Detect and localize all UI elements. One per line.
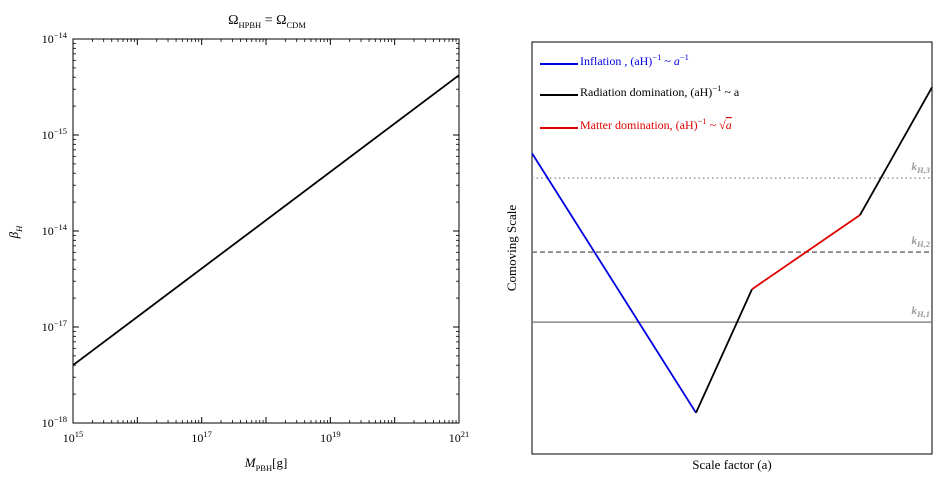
left-y-ticks: 10−14 10−15 10−14 10−17 10−18 <box>42 30 459 430</box>
right-series-line <box>531 152 697 414</box>
left-y-tick-label: 10−17 <box>42 318 67 334</box>
left-series-group <box>72 74 460 366</box>
reference-line-label: kH,2 <box>912 235 931 249</box>
legend-label-matter: Matter domination, (aH)−1 ~ √a <box>580 116 732 132</box>
right-x-axis-label: Scale factor (a) <box>692 457 771 472</box>
right-series-line <box>695 288 753 414</box>
left-x-tick-label: 1021 <box>449 429 470 445</box>
right-series-line <box>751 214 861 290</box>
right-y-axis-label: Comoving Scale <box>504 205 519 292</box>
left-plot-frame <box>72 38 460 424</box>
left-x-tick-label: 1017 <box>191 429 212 445</box>
legend-label-inflation: Inflation , (aH)−1 ~ a−1 <box>580 52 689 68</box>
left-y-tick-label: 10−18 <box>42 414 67 430</box>
left-x-axis-label: MPBH[g] <box>244 455 288 473</box>
right-legend: Inflation , (aH)−1 ~ a−1 Radiation domin… <box>540 52 740 132</box>
left-y-axis-label: βH <box>6 225 24 239</box>
right-chart: kH,3 kH,2 kH,1 Inflation , (aH)−1 ~ a−1 Ra… <box>504 41 933 472</box>
left-y-tick-label: 10−14 <box>42 222 68 238</box>
right-plot-frame <box>531 41 933 455</box>
right-series-group <box>531 86 933 414</box>
left-y-tick-label: 10−15 <box>42 126 67 142</box>
left-x-tick-label: 1019 <box>320 429 341 445</box>
right-reference-lines: kH,3 kH,2 kH,1 <box>532 161 932 323</box>
left-chart-title: ΩHPBH = ΩCDM <box>228 13 306 30</box>
reference-line-label: kH,3 <box>912 161 931 175</box>
reference-line-label: kH,1 <box>912 305 931 319</box>
legend-label-radiation: Radiation domination, (aH)−1 ~ a <box>580 83 740 99</box>
left-y-tick-label: 10−14 <box>42 30 68 46</box>
left-series-line <box>72 74 460 366</box>
left-x-ticks: 1015 1017 1019 1021 <box>63 39 470 445</box>
right-series-line <box>859 86 933 216</box>
left-x-tick-label: 1015 <box>63 429 84 445</box>
left-chart: ΩHPBH = ΩCDM 1015 1017 1019 1021 10−14 10−15… <box>6 13 469 473</box>
